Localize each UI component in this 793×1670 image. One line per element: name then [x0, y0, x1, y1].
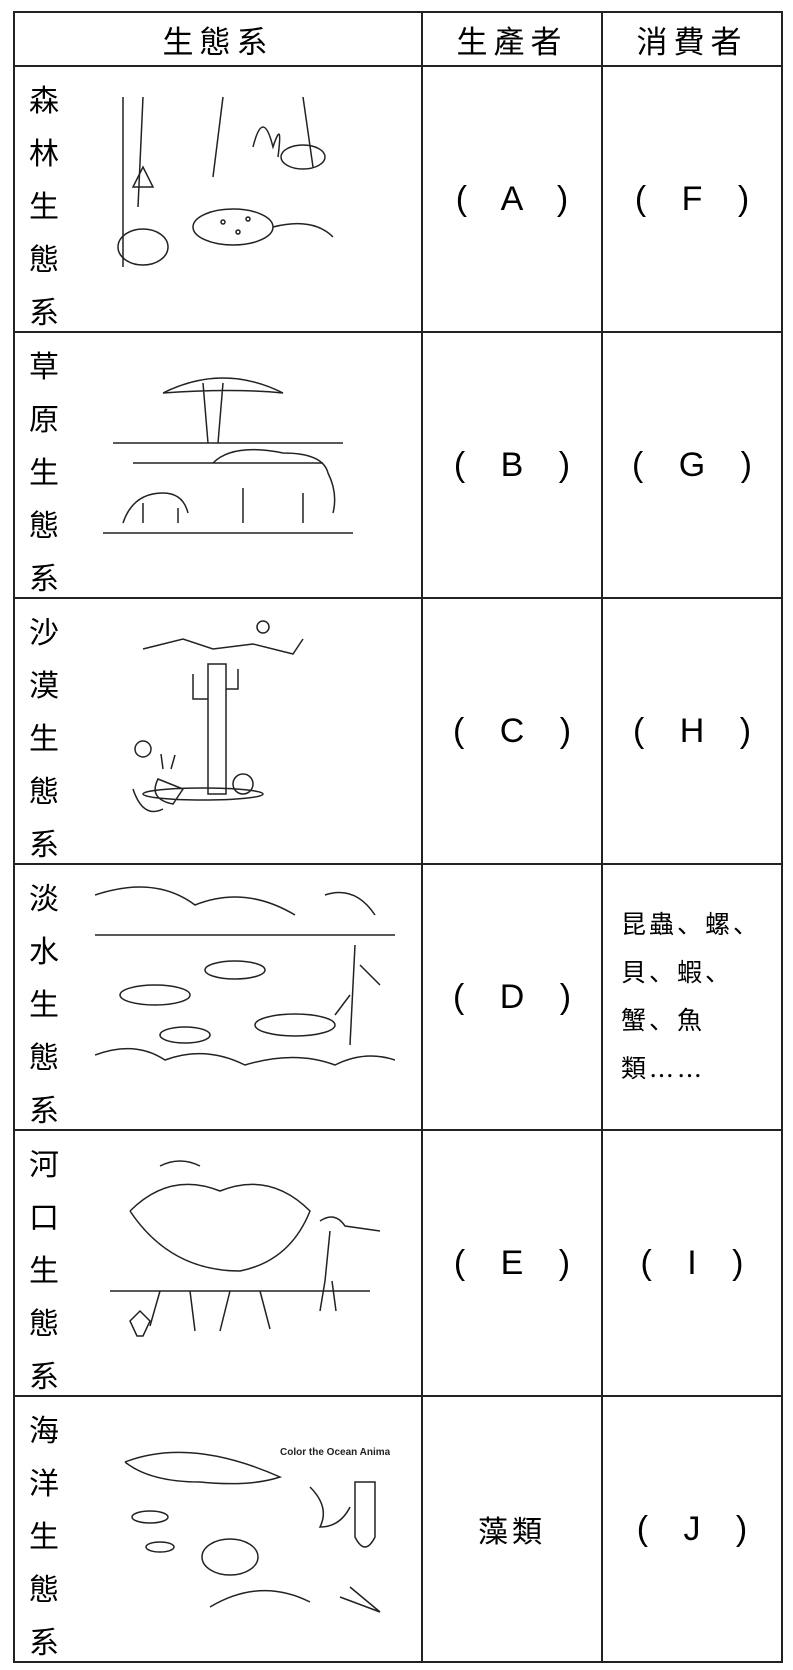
row: 沙漠生態系 ( C ) ( H )	[13, 597, 783, 865]
freshwater-illustration	[95, 886, 395, 1066]
consumer-cell: ( J )	[601, 1395, 783, 1663]
image-caption: Color the Ocean Animals	[280, 1447, 390, 1458]
grassland-illustration	[103, 377, 353, 534]
ecosystem-cell: 草原生態系	[13, 331, 423, 599]
ecosystem-cell: 海洋生態系 Color the Ocean Animals	[13, 1395, 423, 1663]
ecosystem-name: 淡水生態系	[29, 882, 59, 1129]
ecosystem-cell: 沙漠生態系	[13, 597, 423, 865]
forest-illustration	[117, 96, 334, 267]
consumer-cell: ( G )	[601, 331, 783, 599]
header-cell: 消費者	[601, 11, 783, 67]
row: 海洋生態系 Color the Ocean Animals 藻類 ( J )	[13, 1395, 783, 1663]
producer-cell: ( E )	[421, 1129, 603, 1397]
estuary-illustration	[110, 1160, 380, 1337]
header-cell: 生產者	[421, 11, 603, 67]
producer-cell: ( B )	[421, 331, 603, 599]
row: 草原生態系 ( B ) ( G )	[13, 331, 783, 599]
producer-cell: ( C )	[421, 597, 603, 865]
ecosystem-name: 草原生態系	[29, 350, 59, 597]
consumer-cell: 昆蟲、螺、貝、蝦、蟹、魚類……	[601, 863, 783, 1131]
consumer-cell: ( H )	[601, 597, 783, 865]
ecosystem-name: 河口生態系	[29, 1148, 59, 1395]
row: 淡水生態系 ( D ) 昆蟲、螺、貝、蝦、蟹、魚類……	[13, 863, 783, 1131]
header-row: 生態系 生產者 消費者	[13, 11, 783, 67]
ecosystem-table: 生態系 生產者 消費者 森林生態系 ( A ) ( F ) 草原生態系	[13, 11, 783, 1663]
ecosystem-name: 沙漠生態系	[29, 616, 59, 863]
producer-cell: ( A )	[421, 65, 603, 333]
ocean-illustration: Color the Ocean Animals	[124, 1447, 390, 1613]
consumer-cell: ( F )	[601, 65, 783, 333]
header-cell: 生態系	[13, 11, 423, 67]
ecosystem-name: 海洋生態系	[29, 1414, 59, 1661]
producer-cell: ( D )	[421, 863, 603, 1131]
ecosystem-name: 森林生態系	[29, 84, 59, 331]
consumer-cell: ( I )	[601, 1129, 783, 1397]
row: 森林生態系 ( A ) ( F )	[13, 65, 783, 333]
desert-illustration	[132, 620, 304, 813]
row: 河口生態系 ( E ) ( I )	[13, 1129, 783, 1397]
ecosystem-cell: 淡水生態系	[13, 863, 423, 1131]
ecosystem-cell: 河口生態系	[13, 1129, 423, 1397]
ecosystem-cell: 森林生態系	[13, 65, 423, 333]
producer-cell: 藻類	[421, 1395, 603, 1663]
